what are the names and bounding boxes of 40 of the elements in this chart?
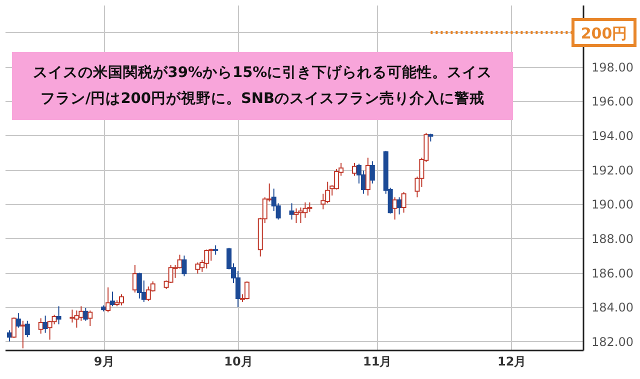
annotation: スイスの米国関税が39%から15%に引き下げられる可能性。スイスフラン/円は200円が視野に。SNBのスイスフラン売り介入に警戒	[32, 64, 492, 107]
candlestick	[83, 307, 88, 322]
candlestick	[289, 202, 294, 220]
candlestick	[195, 262, 200, 274]
x-tick-label: 12月	[497, 354, 526, 368]
y-tick-label: 186.00	[592, 266, 634, 280]
candlestick	[88, 310, 93, 326]
candlestick	[20, 320, 26, 349]
y-tick-label: 198.00	[592, 60, 634, 74]
candlestick	[106, 286, 111, 313]
candlestick	[136, 272, 142, 300]
candlestick	[24, 320, 30, 338]
x-tick-label: 9月	[94, 354, 114, 368]
y-tick-label: 182.00	[592, 334, 634, 349]
candlestick	[132, 264, 138, 293]
candlestick	[52, 314, 57, 325]
candlestick	[42, 315, 48, 334]
candlestick	[56, 306, 62, 325]
x-tick-label: 11月	[363, 354, 392, 368]
candlestick	[392, 196, 398, 220]
candlestick	[396, 196, 402, 215]
y-tick-label: 192.00	[592, 163, 634, 178]
ref-line-label: 200円	[580, 24, 628, 42]
y-tick-label: 190.00	[592, 198, 634, 212]
candlestick	[370, 160, 375, 184]
candlestick	[182, 255, 187, 277]
candlestick	[244, 280, 250, 300]
candlestick	[213, 244, 218, 256]
candlestick	[16, 312, 21, 328]
y-tick-label: 188.00	[592, 232, 634, 246]
y-tick-label: 194.00	[592, 128, 634, 143]
candlestick	[11, 316, 16, 338]
candlestick	[118, 294, 124, 306]
candlestick	[38, 318, 44, 334]
y-tick-label: 196.00	[592, 94, 634, 109]
candlestick	[110, 291, 116, 307]
candlestick	[294, 208, 299, 224]
x-tick-label: 10月	[224, 354, 253, 368]
y-tick-label: 184.00	[592, 300, 634, 315]
candlestick	[401, 192, 406, 214]
